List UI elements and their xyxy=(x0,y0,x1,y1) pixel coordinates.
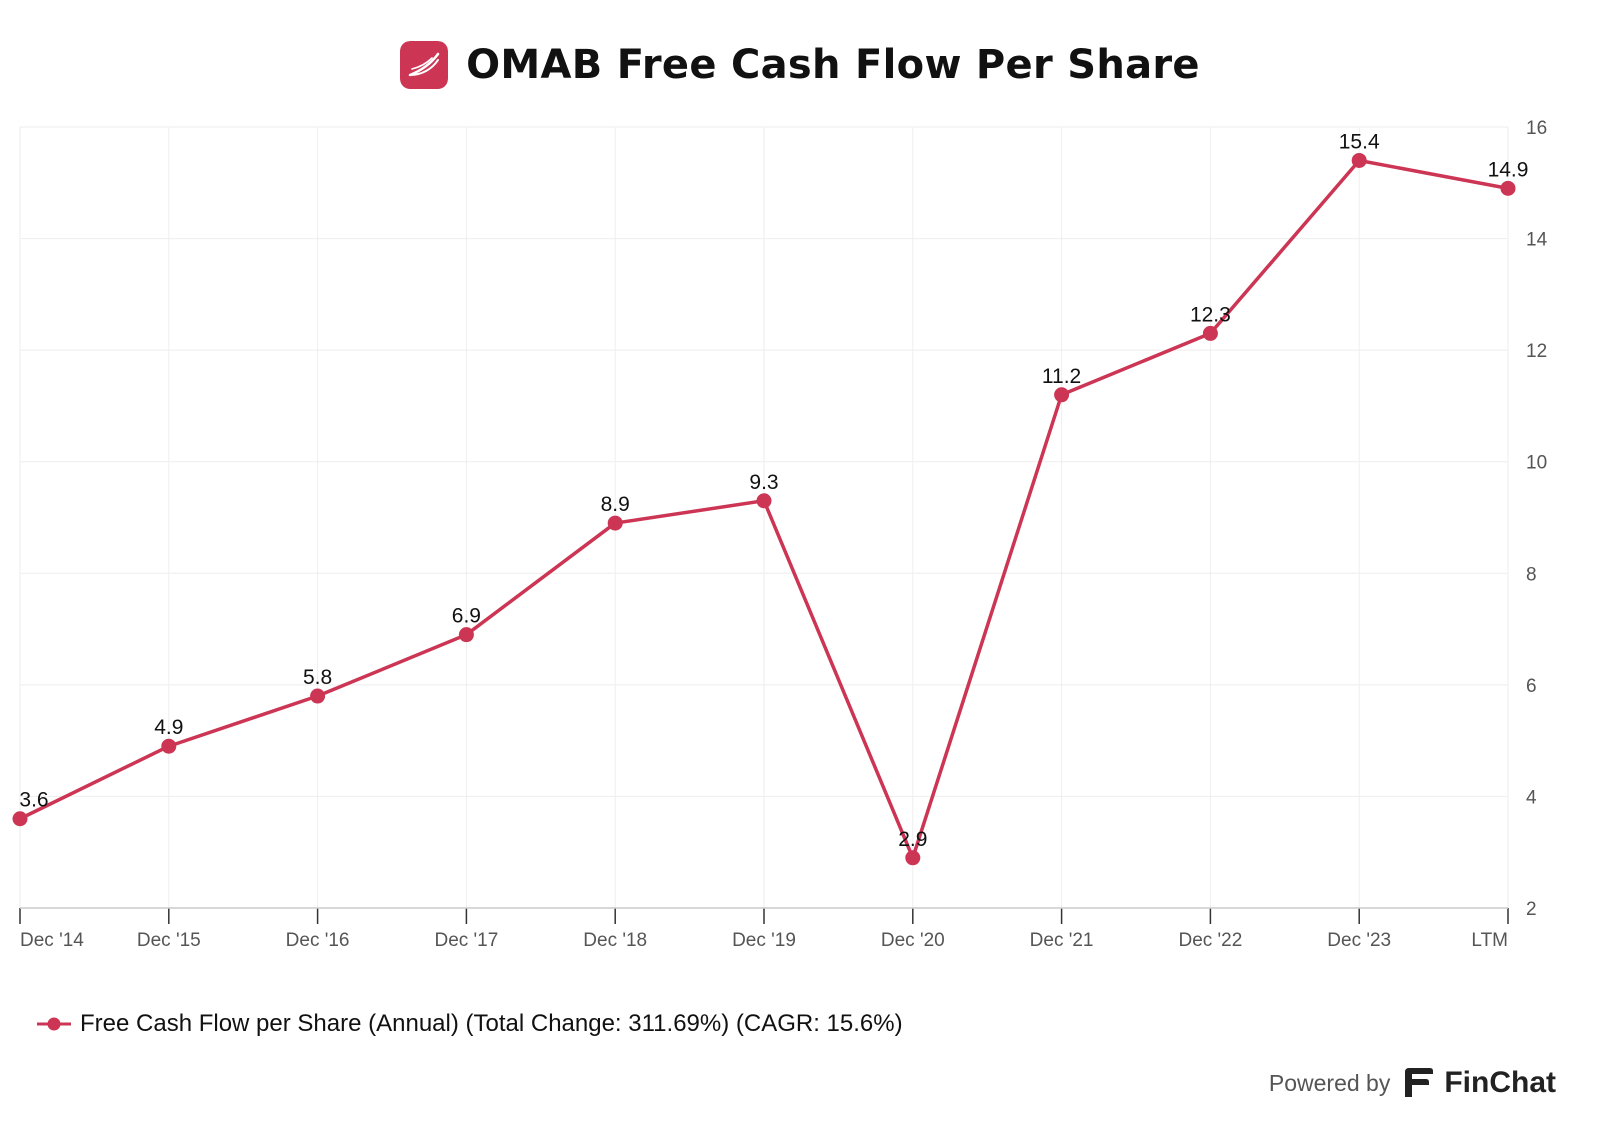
data-point xyxy=(12,811,28,827)
brand-name: FinChat xyxy=(1444,1066,1556,1099)
y-tick-label: 4 xyxy=(1526,787,1537,808)
powered-by-text: Powered by xyxy=(1268,1069,1391,1096)
y-tick-label: 12 xyxy=(1526,341,1547,362)
chart-axes: 2 4 6 8 10 12 14 16 Dec '14 Dec '15 Dec '16 Dec '17… xyxy=(19,118,1548,951)
data-label: 11.2 xyxy=(1042,365,1081,388)
chart-legend[interactable]: Free Cash Flow per Share (Annual) (Total… xyxy=(36,1010,903,1038)
x-tick-label: Dec '16 xyxy=(286,930,350,951)
data-point xyxy=(607,515,623,531)
x-tick-label: Dec '15 xyxy=(137,930,201,951)
y-tick-label: 14 xyxy=(1526,230,1548,251)
data-label: 14.9 xyxy=(1488,158,1529,181)
x-tick-label: Dec '17 xyxy=(434,930,498,951)
data-point xyxy=(1351,152,1367,168)
y-tick-label: 10 xyxy=(1526,453,1547,474)
data-label: 2.9 xyxy=(898,828,927,851)
chart-title: OMAB Free Cash Flow Per Share xyxy=(466,42,1200,88)
data-label: 4.9 xyxy=(154,716,183,739)
finchat-f-logo-icon xyxy=(1405,1068,1434,1097)
chart-header: OMAB Free Cash Flow Per Share xyxy=(0,38,1600,92)
x-tick-label: Dec '14 xyxy=(20,930,84,951)
x-tick-label: Dec '21 xyxy=(1030,930,1094,951)
data-label: 8.9 xyxy=(601,493,630,516)
data-label: 6.9 xyxy=(452,605,481,628)
x-tick-label: Dec '19 xyxy=(732,930,796,951)
powered-by-finchat[interactable]: Powered by FinChat xyxy=(1269,1066,1556,1100)
chart-series xyxy=(12,152,1516,866)
data-label: 15.4 xyxy=(1339,130,1380,153)
data-label: 5.8 xyxy=(303,666,332,689)
x-tick-label: Dec '23 xyxy=(1327,930,1391,951)
legend-label: Free Cash Flow per Share (Annual) (Total… xyxy=(80,1010,903,1037)
line-chart: 2 4 6 8 10 12 14 16 Dec '14 Dec '15 Dec '16 Dec '17… xyxy=(12,118,1548,951)
data-point xyxy=(458,627,474,643)
y-tick-label: 16 xyxy=(1526,118,1547,139)
y-tick-label: 8 xyxy=(1526,564,1537,585)
data-point xyxy=(1500,180,1516,196)
chart-grid xyxy=(19,126,1509,909)
y-tick-label: 6 xyxy=(1526,676,1537,697)
x-tick-label: Dec '20 xyxy=(881,930,945,951)
data-point xyxy=(161,738,177,754)
data-point xyxy=(756,493,772,509)
x-tick-label: LTM xyxy=(1471,930,1508,951)
x-tick-label: Dec '18 xyxy=(583,930,647,951)
x-tick-label: Dec '22 xyxy=(1178,930,1242,951)
data-point xyxy=(905,850,921,866)
legend-series-marker xyxy=(37,1017,71,1031)
data-point xyxy=(310,688,326,704)
chart-data-labels: 3.6 4.9 5.8 6.9 8.9 9.3 2.9 11.2 12.3 15.4 14.9 xyxy=(19,130,1528,850)
data-point xyxy=(1054,387,1070,403)
data-label: 9.3 xyxy=(749,471,778,494)
data-label: 12.3 xyxy=(1190,303,1231,326)
data-point xyxy=(1202,325,1218,341)
y-tick-label: 2 xyxy=(1526,899,1537,920)
finchat-feather-logo-icon xyxy=(400,41,449,89)
data-label: 3.6 xyxy=(19,789,48,812)
